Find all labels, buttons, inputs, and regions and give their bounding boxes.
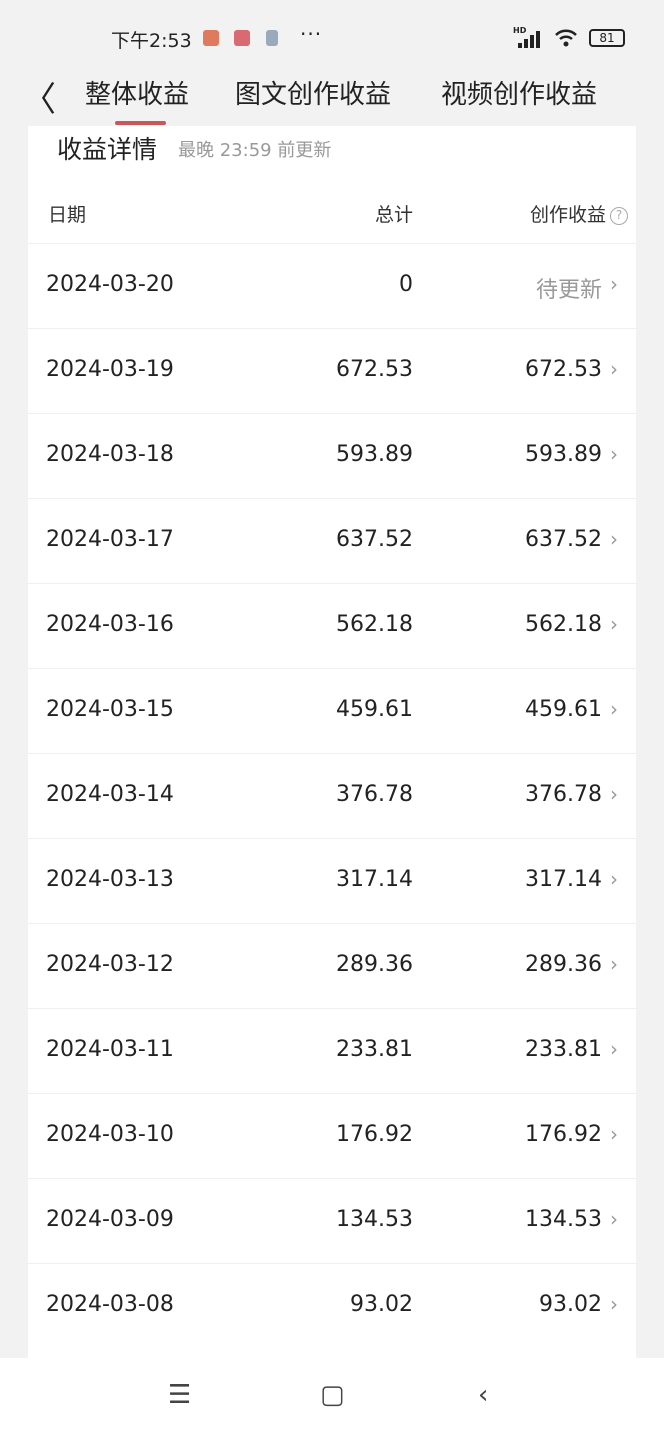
row-total: 562.18 bbox=[336, 612, 413, 637]
chevron-right-icon: › bbox=[610, 697, 618, 721]
row-total: 134.53 bbox=[336, 1207, 413, 1232]
table-row[interactable]: 2024-03-20 0 待更新 › bbox=[28, 243, 636, 328]
row-creation: 459.61 bbox=[525, 697, 602, 722]
row-date: 2024-03-18 bbox=[46, 442, 174, 467]
tab-overall[interactable]: 整体收益 bbox=[85, 80, 190, 110]
table-row[interactable]: 2024-03-08 93.02 93.02 › bbox=[28, 1263, 636, 1348]
header: 〈 整体收益 图文创作收益 视频创作收益 bbox=[0, 68, 664, 120]
tab-video-earnings[interactable]: 视频创作收益 bbox=[441, 80, 598, 110]
row-total: 637.52 bbox=[336, 527, 413, 552]
notification-paw-icon bbox=[266, 30, 278, 46]
table-row[interactable]: 2024-03-13 317.14 317.14 › bbox=[28, 838, 636, 923]
row-total: 289.36 bbox=[336, 952, 413, 977]
row-date: 2024-03-12 bbox=[46, 952, 174, 977]
table-row[interactable]: 2024-03-18 593.89 593.89 › bbox=[28, 413, 636, 498]
row-date: 2024-03-11 bbox=[46, 1037, 174, 1062]
tab-article-earnings[interactable]: 图文创作收益 bbox=[235, 80, 392, 110]
row-date: 2024-03-20 bbox=[46, 272, 174, 297]
signal-icon bbox=[514, 30, 544, 48]
row-creation: 233.81 bbox=[525, 1037, 602, 1062]
chevron-right-icon: › bbox=[610, 272, 618, 296]
row-date: 2024-03-16 bbox=[46, 612, 174, 637]
active-tab-indicator bbox=[115, 121, 166, 125]
row-date: 2024-03-17 bbox=[46, 527, 174, 552]
row-creation: 637.52 bbox=[525, 527, 602, 552]
chevron-right-icon: › bbox=[610, 357, 618, 381]
back-nav-icon[interactable]: ‹ bbox=[478, 1380, 489, 1410]
row-creation: 562.18 bbox=[525, 612, 602, 637]
row-creation: 593.89 bbox=[525, 442, 602, 467]
wifi-icon bbox=[555, 29, 577, 47]
table-row[interactable]: 2024-03-17 637.52 637.52 › bbox=[28, 498, 636, 583]
row-total: 376.78 bbox=[336, 782, 413, 807]
chevron-right-icon: › bbox=[610, 1037, 618, 1061]
notification-app-icon bbox=[203, 30, 219, 46]
earnings-card: 收益详情 最晚 23:59 前更新 日期 总计 创作收益? 2024-03-20… bbox=[28, 126, 636, 1366]
table-row[interactable]: 2024-03-15 459.61 459.61 › bbox=[28, 668, 636, 753]
row-date: 2024-03-10 bbox=[46, 1122, 174, 1147]
col-total: 总计 bbox=[374, 204, 413, 226]
help-icon[interactable]: ? bbox=[610, 207, 628, 225]
row-date: 2024-03-15 bbox=[46, 697, 174, 722]
chevron-right-icon: › bbox=[610, 952, 618, 976]
row-date: 2024-03-09 bbox=[46, 1207, 174, 1232]
row-total: 317.14 bbox=[336, 867, 413, 892]
table-row[interactable]: 2024-03-14 376.78 376.78 › bbox=[28, 753, 636, 838]
row-creation: 317.14 bbox=[525, 867, 602, 892]
row-creation: 93.02 bbox=[539, 1292, 602, 1317]
col-creation: 创作收益 bbox=[529, 204, 606, 226]
table-row[interactable]: 2024-03-11 233.81 233.81 › bbox=[28, 1008, 636, 1093]
update-note: 最晚 23:59 前更新 bbox=[178, 140, 332, 161]
chevron-right-icon: › bbox=[610, 1122, 618, 1146]
chevron-right-icon: › bbox=[610, 1292, 618, 1316]
table-row[interactable]: 2024-03-09 134.53 134.53 › bbox=[28, 1178, 636, 1263]
row-creation: 289.36 bbox=[525, 952, 602, 977]
col-date: 日期 bbox=[48, 204, 87, 226]
more-notifications-icon: ··· bbox=[300, 22, 323, 46]
system-nav-bar: ☰ ▢ ‹ bbox=[0, 1358, 664, 1437]
row-creation: 134.53 bbox=[525, 1207, 602, 1232]
back-icon[interactable]: 〈 bbox=[22, 80, 56, 120]
row-date: 2024-03-19 bbox=[46, 357, 174, 382]
battery-icon: 81 bbox=[589, 29, 625, 47]
row-total: 0 bbox=[399, 272, 413, 297]
status-time: 下午2:53 bbox=[111, 30, 192, 52]
chevron-right-icon: › bbox=[610, 527, 618, 551]
table-row[interactable]: 2024-03-19 672.53 672.53 › bbox=[28, 328, 636, 413]
row-total: 176.92 bbox=[336, 1122, 413, 1147]
row-creation: 672.53 bbox=[525, 357, 602, 382]
table-row[interactable]: 2024-03-16 562.18 562.18 › bbox=[28, 583, 636, 668]
row-total: 459.61 bbox=[336, 697, 413, 722]
notification-mail-icon bbox=[234, 30, 250, 46]
status-bar: 下午2:53 ··· HD 81 bbox=[0, 22, 664, 54]
menu-icon[interactable]: ☰ bbox=[168, 1380, 192, 1410]
chevron-right-icon: › bbox=[610, 867, 618, 891]
table-row[interactable]: 2024-03-12 289.36 289.36 › bbox=[28, 923, 636, 1008]
table-row[interactable]: 2024-03-10 176.92 176.92 › bbox=[28, 1093, 636, 1178]
row-total: 93.02 bbox=[350, 1292, 413, 1317]
chevron-right-icon: › bbox=[610, 612, 618, 636]
chevron-right-icon: › bbox=[610, 782, 618, 806]
signal-hd-label: HD bbox=[513, 26, 527, 35]
row-date: 2024-03-13 bbox=[46, 867, 174, 892]
row-creation: 待更新 bbox=[535, 278, 602, 303]
row-total: 593.89 bbox=[336, 442, 413, 467]
row-date: 2024-03-08 bbox=[46, 1292, 174, 1317]
chevron-right-icon: › bbox=[610, 1207, 618, 1231]
chevron-right-icon: › bbox=[610, 442, 618, 466]
row-date: 2024-03-14 bbox=[46, 782, 174, 807]
row-total: 233.81 bbox=[336, 1037, 413, 1062]
card-title: 收益详情 bbox=[57, 135, 158, 164]
row-total: 672.53 bbox=[336, 357, 413, 382]
row-creation: 176.92 bbox=[525, 1122, 602, 1147]
row-creation: 376.78 bbox=[525, 782, 602, 807]
home-icon[interactable]: ▢ bbox=[320, 1380, 345, 1410]
